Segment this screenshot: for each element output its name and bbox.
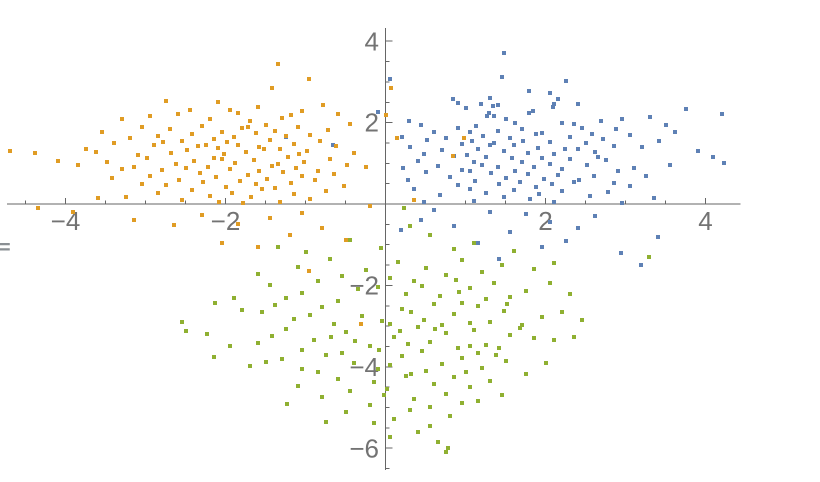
svg-text:2: 2 (365, 108, 379, 138)
svg-text:−4: −4 (349, 352, 379, 382)
svg-text:−2: −2 (211, 206, 241, 236)
svg-text:−6: −6 (349, 433, 379, 463)
tick-labels: −4 −2 2 4 4 2 −2 −4 −6 (51, 26, 713, 463)
svg-text:−4: −4 (51, 206, 81, 236)
svg-text:2: 2 (538, 206, 552, 236)
svg-text:4: 4 (698, 206, 712, 236)
cluster-blue (284, 51, 726, 267)
cluster-green (180, 206, 651, 454)
svg-text:−2: −2 (349, 271, 379, 301)
axes (7, 28, 741, 471)
output-equals-label: = (0, 231, 13, 262)
data-points (8, 51, 726, 454)
svg-text:4: 4 (365, 26, 379, 56)
cluster-orange (8, 62, 466, 326)
ticks (25, 40, 706, 470)
